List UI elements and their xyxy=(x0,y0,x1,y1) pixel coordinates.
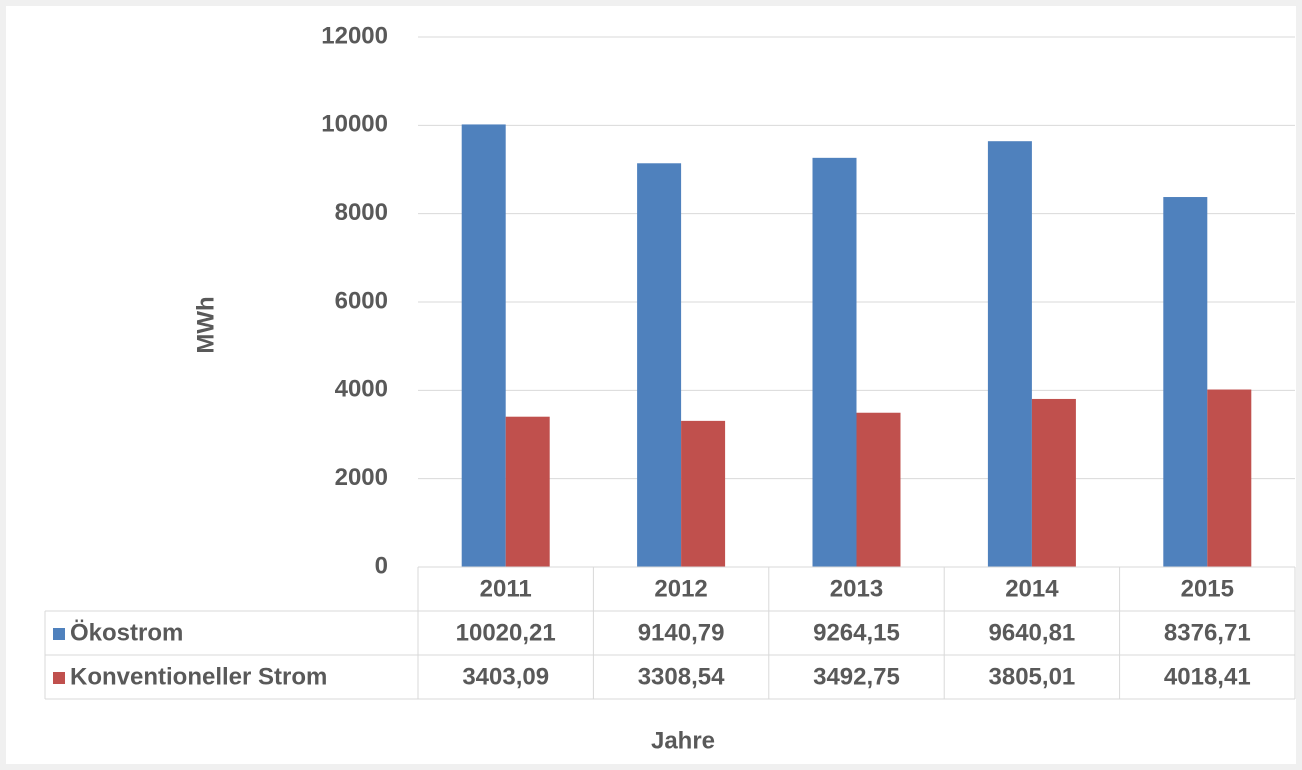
y-tick-label: 6000 xyxy=(335,287,388,314)
bar xyxy=(1031,398,1076,567)
bar xyxy=(505,416,550,567)
x-tick-label: 2011 xyxy=(480,575,532,602)
legend-key xyxy=(53,672,65,684)
bar xyxy=(856,412,901,567)
x-tick-label: 2014 xyxy=(1005,575,1059,602)
bar xyxy=(637,163,682,567)
legend-label: Konventioneller Strom xyxy=(70,663,327,690)
x-axis-label: Jahre xyxy=(651,727,715,754)
y-tick-label: 0 xyxy=(375,552,388,579)
bar xyxy=(987,141,1032,567)
data-label: 10020,21 xyxy=(456,619,556,646)
y-tick-label: 8000 xyxy=(335,199,388,226)
data-label: 9140,79 xyxy=(638,619,725,646)
bar xyxy=(1163,197,1208,568)
y-tick-label: 12000 xyxy=(321,22,388,49)
x-tick-label: 2015 xyxy=(1181,575,1234,602)
bar xyxy=(461,124,506,567)
x-tick-label: 2013 xyxy=(830,575,883,602)
y-tick-label: 4000 xyxy=(335,376,388,403)
bar xyxy=(1207,389,1252,567)
x-tick-label: 2012 xyxy=(654,575,707,602)
data-label: 8376,71 xyxy=(1164,619,1251,646)
data-label: 4018,41 xyxy=(1164,663,1251,690)
data-label: 9640,81 xyxy=(989,619,1076,646)
legend-label: Ökostrom xyxy=(70,619,183,646)
legend-key xyxy=(53,628,65,640)
y-tick-label: 2000 xyxy=(335,464,388,491)
bar xyxy=(812,157,857,567)
data-label: 3805,01 xyxy=(989,663,1076,690)
data-label: 3403,09 xyxy=(462,663,549,690)
bar xyxy=(681,420,726,567)
y-axis-label: MWh xyxy=(192,296,219,353)
data-label: 3492,75 xyxy=(813,663,900,690)
data-label: 9264,15 xyxy=(813,619,900,646)
data-label: 3308,54 xyxy=(638,663,725,690)
y-tick-label: 10000 xyxy=(321,111,388,138)
